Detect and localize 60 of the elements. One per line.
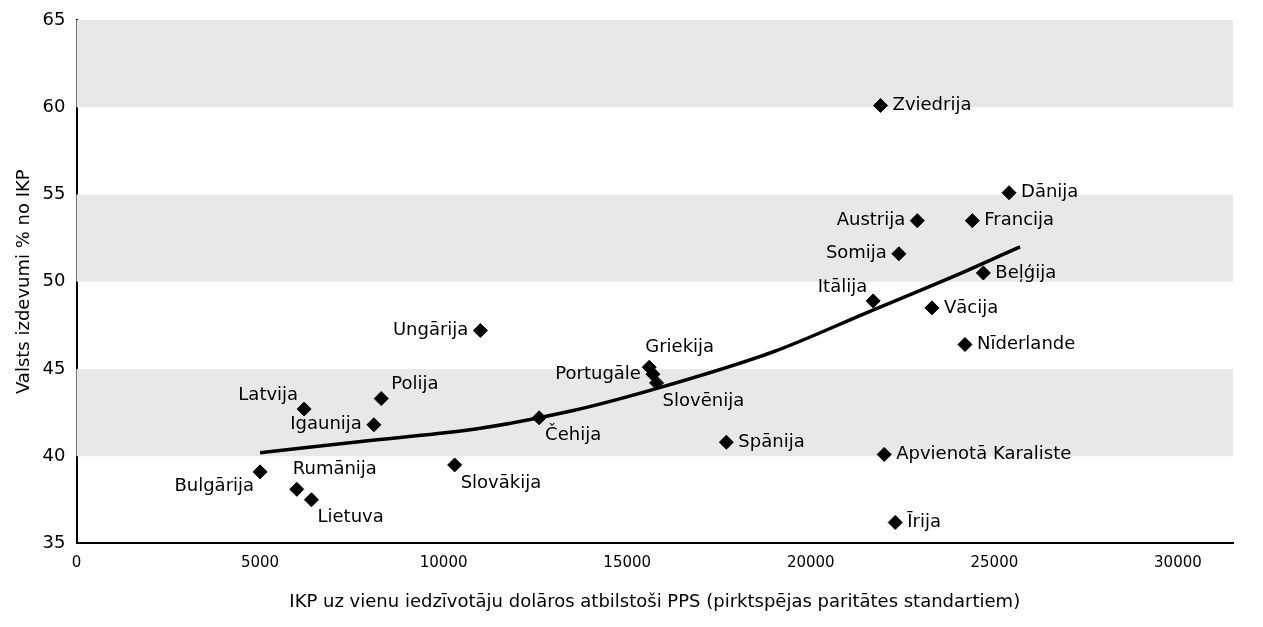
annotation: Somija: [825, 241, 887, 263]
annotation: Francija: [984, 208, 1055, 230]
point: [909, 213, 925, 229]
x-tick-label: 25000: [970, 553, 1019, 572]
point: [366, 417, 382, 433]
annotation: Latvija: [238, 382, 299, 404]
annotation: Spānija: [738, 429, 805, 451]
annotation: Vācija: [943, 295, 999, 317]
point: [472, 323, 488, 339]
point: [865, 293, 881, 309]
point: [924, 300, 940, 316]
x-tick-label: 0: [71, 553, 82, 572]
y-tick-label: 50: [42, 269, 66, 291]
y-tick-label: 60: [42, 94, 66, 116]
point: [873, 97, 889, 113]
annotation: Igaunija: [290, 412, 362, 434]
y-tick-label: 40: [42, 443, 66, 465]
point: [891, 246, 907, 262]
annotation: Slovēnija: [662, 388, 745, 410]
y-tick-label: 35: [42, 531, 66, 553]
annotation: Austrija: [836, 208, 906, 230]
annotation: Slovākija: [460, 470, 542, 492]
point: [957, 337, 973, 353]
x-tick-label: 15000: [603, 553, 652, 572]
x-tick-label: 30000: [1154, 553, 1202, 572]
annotation: Čehija: [545, 423, 602, 445]
annotation: Zviedrija: [892, 93, 972, 115]
annotation: Rumānija: [292, 456, 377, 478]
annotation: Griekija: [645, 334, 715, 356]
point: [887, 514, 903, 530]
y-tick-label: 55: [42, 182, 66, 204]
x-tick-label: 10000: [419, 553, 468, 572]
annotation: Apvienotā Karaliste: [896, 442, 1072, 464]
point: [289, 481, 305, 497]
point: [718, 434, 734, 450]
point: [1001, 185, 1017, 201]
annotation: Itālija: [817, 274, 868, 296]
point: [447, 457, 463, 473]
y-axis-title: Valsts izdevumi % no IKP: [12, 169, 34, 395]
y-tick-label: 45: [42, 356, 66, 378]
point: [373, 391, 389, 407]
annotation: Polija: [391, 372, 439, 394]
annotation: Īrija: [907, 510, 941, 532]
annotation: Lietuva: [317, 505, 384, 527]
y-tick-label: 65: [42, 7, 66, 29]
annotation: Ungārija: [392, 318, 469, 340]
point: [964, 213, 980, 229]
annotation: Nīderlande: [976, 332, 1076, 354]
annotation: Portugāle: [555, 361, 641, 383]
annotation: Bulgārija: [174, 473, 255, 495]
x-tick-label: 20000: [786, 553, 835, 572]
point: [303, 492, 319, 508]
annotation: Dānija: [1021, 180, 1079, 202]
x-tick-label: 5000: [240, 553, 280, 572]
point: [876, 446, 892, 462]
point: [531, 410, 547, 426]
point: [252, 464, 268, 480]
point: [975, 265, 991, 281]
x-axis-title: IKP uz vienu iedzīvotāju dolāros atbilstoši PPS (pirktspējas paritātes standartiem): [289, 589, 1021, 611]
annotation: Beļģija: [995, 260, 1057, 282]
